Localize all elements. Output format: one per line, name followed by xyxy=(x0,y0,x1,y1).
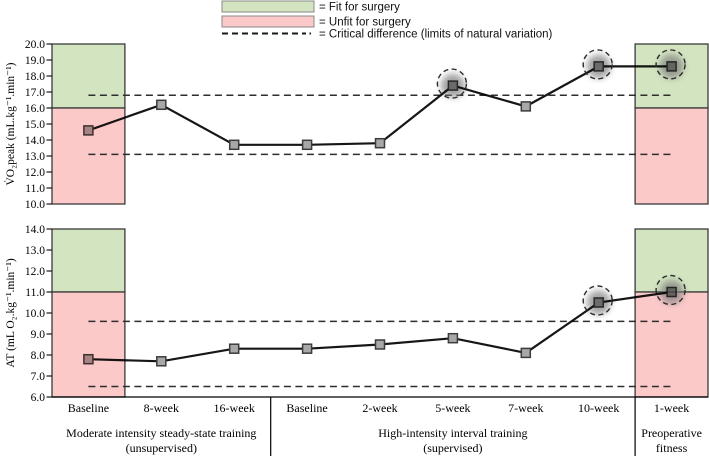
category-label: 1-week xyxy=(654,401,689,415)
series-line xyxy=(88,290,672,363)
group-label: fitness xyxy=(656,441,688,455)
y-axis-tick-label: 8.0 xyxy=(31,350,46,362)
group-label: Moderate intensity steady-state training xyxy=(66,426,256,440)
data-point-marker xyxy=(447,332,459,344)
y-axis-tick-label: 18.0 xyxy=(25,71,45,83)
category-label: 8-week xyxy=(144,401,179,415)
fit-zone xyxy=(51,228,126,293)
data-point-marker xyxy=(301,139,313,151)
y-axis-tick-label: 7.0 xyxy=(31,371,46,383)
category-label: Baseline xyxy=(68,401,109,415)
data-point-marker xyxy=(156,356,167,367)
legend-unfit-swatch xyxy=(221,15,315,28)
y-axis-tick-label: 13.0 xyxy=(25,151,45,163)
unfit-zone xyxy=(634,107,709,205)
y-axis-title: AT (mL O₂.kg⁻¹.min⁻¹) xyxy=(5,258,17,367)
y-axis-tick-label: 12.0 xyxy=(25,167,45,179)
category-label: Baseline xyxy=(286,401,327,415)
category-label: 7-week xyxy=(508,401,543,415)
data-point-marker xyxy=(83,125,94,136)
y-axis-tick-label: 20.0 xyxy=(25,39,45,51)
data-series xyxy=(83,61,677,151)
data-point-highlight-circle xyxy=(436,68,468,99)
category-label: 5-week xyxy=(435,401,470,415)
data-point-marker xyxy=(83,353,94,365)
data-point-marker xyxy=(593,61,604,72)
y-axis-tick-label: 6.0 xyxy=(31,392,46,404)
data-point-highlight-circle xyxy=(655,49,686,80)
unfit-zone xyxy=(634,291,709,398)
data-point-marker xyxy=(374,339,386,350)
data-point-highlight-circle xyxy=(655,274,686,306)
legend-fit-label: = Fit for surgery xyxy=(319,2,400,14)
series-line xyxy=(88,65,672,146)
y-axis-title: V̇O₂peak (mL.kg⁻¹.min⁻¹) xyxy=(3,62,17,185)
category-label: 16-week xyxy=(214,401,255,415)
legend: = Fit for surgery = Unfit for surgery = … xyxy=(221,0,553,41)
data-point-marker xyxy=(447,80,459,91)
y-axis-tick-label: 11.0 xyxy=(25,183,45,195)
data-point-marker xyxy=(520,101,532,112)
group-label: (supervised) xyxy=(423,441,482,455)
y-axis-tick-label: 14.0 xyxy=(25,224,45,236)
y-axis-tick-label: 10.0 xyxy=(25,199,45,211)
data-point-marker xyxy=(156,99,167,111)
y-axis-tick-label: 15.0 xyxy=(25,119,45,131)
group-label: (unsupervised) xyxy=(126,441,197,455)
y-axis-tick-label: 11.0 xyxy=(25,287,45,299)
chart-root: 10.0 11.0 12.0 13.0 14.0 15.0 16.0 17.0 18.0 19.0… xyxy=(3,39,709,456)
legend-unfit-label: = Unfit for surgery xyxy=(319,17,411,29)
unfit-zone xyxy=(51,291,126,398)
y-axis-tick-label: 19.0 xyxy=(25,55,45,67)
data-series xyxy=(83,286,677,367)
y-axis-tick-label: 10.0 xyxy=(25,308,45,320)
y-axis-tick-label: 9.0 xyxy=(31,329,46,341)
legend-critical-difference-label: = Critical difference (limits of natural… xyxy=(319,29,553,41)
group-label: High-intensity interval training xyxy=(378,426,527,440)
data-point-marker xyxy=(520,347,532,359)
group-label: Preoperative xyxy=(641,426,702,440)
data-point-marker xyxy=(593,297,604,308)
data-point-marker xyxy=(228,139,240,151)
data-point-marker xyxy=(301,343,313,354)
legend-fit-swatch xyxy=(221,0,315,13)
data-point-highlight-circle xyxy=(582,285,613,316)
category-label: 10-week xyxy=(578,401,619,415)
y-axis-tick-label: 13.0 xyxy=(25,245,45,257)
data-point-marker xyxy=(374,137,386,149)
data-point-marker xyxy=(228,343,240,354)
data-point-marker xyxy=(666,61,677,72)
y-axis-tick-label: 17.0 xyxy=(25,87,45,99)
y-axis-tick-label: 12.0 xyxy=(25,266,45,278)
y-axis-tick-label: 14.0 xyxy=(25,135,45,147)
category-label: 2-week xyxy=(362,401,397,415)
data-point-highlight-circle xyxy=(582,49,613,80)
fit-zone xyxy=(51,43,126,109)
y-axis-tick-label: 16.0 xyxy=(25,103,45,115)
data-point-marker xyxy=(666,286,677,298)
